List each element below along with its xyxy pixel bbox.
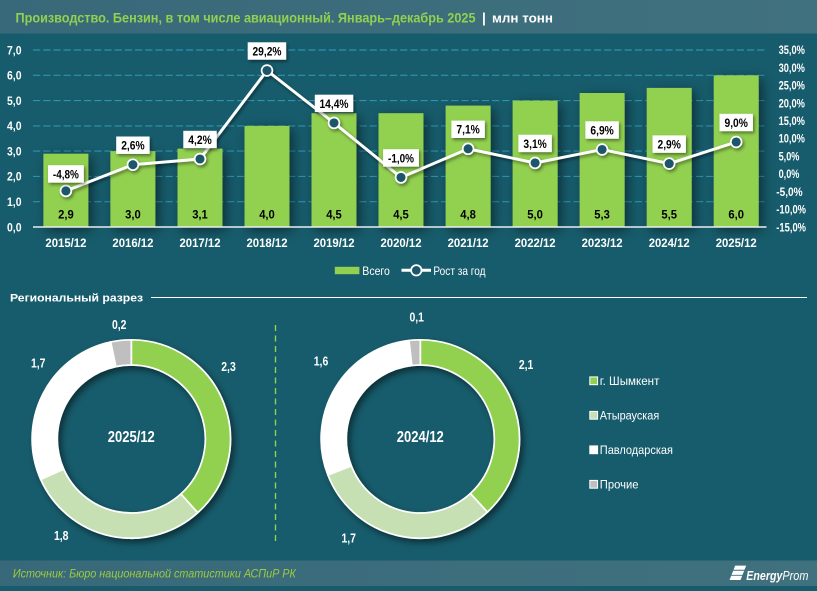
svg-text:-4,8%: -4,8% bbox=[53, 167, 79, 181]
svg-text:-5,0%: -5,0% bbox=[776, 187, 802, 199]
svg-text:2025/12: 2025/12 bbox=[716, 236, 757, 250]
svg-text:-1,0%: -1,0% bbox=[388, 151, 414, 165]
svg-text:4,0: 4,0 bbox=[7, 121, 22, 133]
svg-text:2023/12: 2023/12 bbox=[582, 236, 623, 250]
svg-text:Источник: Бюро национальной ст: Источник: Бюро национальной статистики А… bbox=[13, 567, 297, 581]
svg-text:-10,0%: -10,0% bbox=[776, 205, 806, 217]
svg-text:2018/12: 2018/12 bbox=[247, 236, 288, 250]
svg-text:2021/12: 2021/12 bbox=[448, 236, 489, 250]
svg-text:7,0: 7,0 bbox=[7, 45, 22, 57]
svg-text:Prom: Prom bbox=[782, 568, 808, 583]
svg-text:0,1: 0,1 bbox=[409, 310, 424, 325]
svg-text:1,7: 1,7 bbox=[31, 355, 46, 370]
svg-text:2,1: 2,1 bbox=[519, 357, 534, 372]
svg-text:5,3: 5,3 bbox=[594, 208, 610, 222]
svg-text:6,9%: 6,9% bbox=[590, 123, 613, 137]
svg-text:25,0%: 25,0% bbox=[779, 81, 805, 93]
svg-text:2020/12: 2020/12 bbox=[381, 236, 422, 250]
svg-text:2025/12: 2025/12 bbox=[108, 429, 155, 446]
svg-text:Рост за год: Рост за год bbox=[433, 264, 485, 278]
svg-text:0,0: 0,0 bbox=[7, 222, 22, 234]
svg-text:3,0: 3,0 bbox=[125, 208, 141, 222]
svg-text:1,8: 1,8 bbox=[54, 528, 69, 543]
svg-text:4,5: 4,5 bbox=[393, 208, 409, 222]
svg-text:3,0: 3,0 bbox=[7, 146, 22, 158]
svg-text:2015/12: 2015/12 bbox=[45, 236, 86, 250]
svg-text:2,6%: 2,6% bbox=[121, 139, 144, 153]
svg-text:2016/12: 2016/12 bbox=[112, 236, 153, 250]
svg-text:2024/12: 2024/12 bbox=[397, 429, 444, 446]
svg-text:Energy: Energy bbox=[746, 568, 783, 583]
svg-text:14,4%: 14,4% bbox=[320, 97, 349, 111]
svg-text:г. Шымкент: г. Шымкент bbox=[600, 374, 660, 388]
svg-text:9,0%: 9,0% bbox=[725, 116, 748, 130]
svg-text:1,6: 1,6 bbox=[314, 353, 329, 368]
svg-text:10,0%: 10,0% bbox=[779, 134, 805, 146]
svg-text:2017/12: 2017/12 bbox=[180, 236, 221, 250]
svg-text:5,0%: 5,0% bbox=[779, 151, 800, 163]
svg-text:-15,0%: -15,0% bbox=[776, 222, 806, 234]
svg-text:6,0: 6,0 bbox=[728, 208, 744, 222]
svg-text:2022/12: 2022/12 bbox=[515, 236, 556, 250]
svg-text:|: | bbox=[482, 11, 486, 26]
svg-text:1,0: 1,0 bbox=[7, 197, 22, 209]
svg-text:6,0: 6,0 bbox=[7, 71, 22, 83]
svg-text:5,0: 5,0 bbox=[7, 96, 22, 108]
svg-text:2,9%: 2,9% bbox=[658, 138, 681, 152]
svg-text:29,2%: 29,2% bbox=[253, 44, 282, 58]
svg-text:35,0%: 35,0% bbox=[779, 45, 805, 57]
svg-text:4,2%: 4,2% bbox=[188, 133, 211, 147]
svg-text:4,0: 4,0 bbox=[259, 208, 275, 222]
svg-text:7,1%: 7,1% bbox=[456, 123, 479, 137]
svg-text:2,9: 2,9 bbox=[58, 208, 74, 222]
svg-text:0,2: 0,2 bbox=[112, 317, 127, 332]
svg-text:Производство. Бензин, в том чи: Производство. Бензин, в том числе авиаци… bbox=[16, 11, 476, 26]
svg-text:5,0: 5,0 bbox=[527, 208, 543, 222]
svg-text:2024/12: 2024/12 bbox=[649, 236, 690, 250]
svg-text:1,7: 1,7 bbox=[341, 531, 356, 546]
svg-text:20,0%: 20,0% bbox=[779, 98, 805, 110]
svg-text:Региональный разрез: Региональный разрез bbox=[10, 293, 143, 305]
svg-text:Павлодарская: Павлодарская bbox=[600, 443, 673, 457]
svg-text:4,8: 4,8 bbox=[460, 208, 476, 222]
svg-text:Всего: Всего bbox=[362, 264, 390, 278]
svg-text:2,0: 2,0 bbox=[7, 172, 22, 184]
svg-text:30,0%: 30,0% bbox=[779, 63, 805, 75]
svg-text:2,3: 2,3 bbox=[221, 359, 236, 374]
svg-text:млн тонн: млн тонн bbox=[492, 11, 553, 26]
svg-text:15,0%: 15,0% bbox=[779, 116, 805, 128]
svg-text:0,0%: 0,0% bbox=[779, 169, 800, 181]
svg-text:2019/12: 2019/12 bbox=[314, 236, 355, 250]
svg-text:Атырауская: Атырауская bbox=[600, 409, 659, 423]
svg-text:3,1: 3,1 bbox=[192, 208, 208, 222]
svg-text:Прочие: Прочие bbox=[600, 478, 639, 492]
svg-text:3,1%: 3,1% bbox=[523, 137, 546, 151]
svg-text:4,5: 4,5 bbox=[326, 208, 342, 222]
svg-text:5,5: 5,5 bbox=[661, 208, 677, 222]
